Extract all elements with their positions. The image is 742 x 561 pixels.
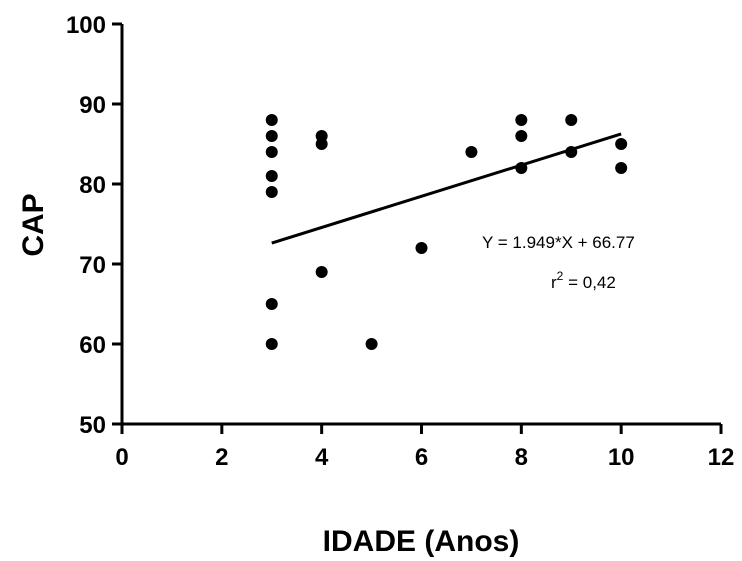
regression-line (271, 132, 622, 245)
data-point (265, 298, 278, 310)
y-tick-label: 50 (79, 412, 106, 439)
data-point (515, 130, 528, 142)
x-tick-label: 8 (515, 444, 528, 471)
data-point (265, 170, 278, 182)
y-axis-ticks: 50 60 70 80 90 100 (66, 12, 122, 439)
axes (120, 24, 721, 426)
x-tick-label: 4 (315, 444, 329, 471)
data-point (265, 186, 278, 198)
y-axis-title: CAP (17, 193, 50, 256)
y-tick-label: 60 (79, 332, 106, 359)
y-tick-label: 90 (79, 92, 106, 119)
data-points (265, 114, 628, 350)
data-point (565, 146, 578, 158)
r-squared-annotation: r2 = 0,42 (551, 269, 616, 292)
data-point (265, 130, 278, 142)
data-point (615, 138, 628, 150)
x-tick-label: 12 (708, 444, 735, 471)
data-point (365, 338, 378, 350)
data-point (315, 266, 328, 278)
data-point (565, 114, 578, 126)
data-point (415, 242, 428, 254)
regression-equation: Y = 1.949*X + 66.77 (482, 233, 635, 252)
x-tick-label: 10 (608, 444, 635, 471)
data-point (515, 162, 528, 174)
r2-suffix: = 0,42 (563, 273, 615, 292)
x-axis-title: IDADE (Anos) (323, 525, 520, 558)
y-tick-label: 80 (79, 172, 106, 199)
data-point (465, 146, 478, 158)
data-point (265, 146, 278, 158)
r2-prefix: r (551, 273, 557, 292)
x-tick-label: 6 (415, 444, 428, 471)
r2-exponent: 2 (557, 269, 564, 283)
data-point (515, 114, 528, 126)
data-point (315, 138, 328, 150)
regression-line-group (271, 132, 622, 245)
x-axis-ticks: 0 2 4 6 8 10 12 (115, 424, 734, 471)
data-point (265, 338, 278, 350)
x-tick-label: 0 (115, 444, 128, 471)
data-point (615, 162, 628, 174)
data-point (265, 114, 278, 126)
x-tick-label: 2 (215, 444, 228, 471)
y-tick-label: 70 (79, 252, 106, 279)
y-tick-label: 100 (66, 12, 106, 39)
